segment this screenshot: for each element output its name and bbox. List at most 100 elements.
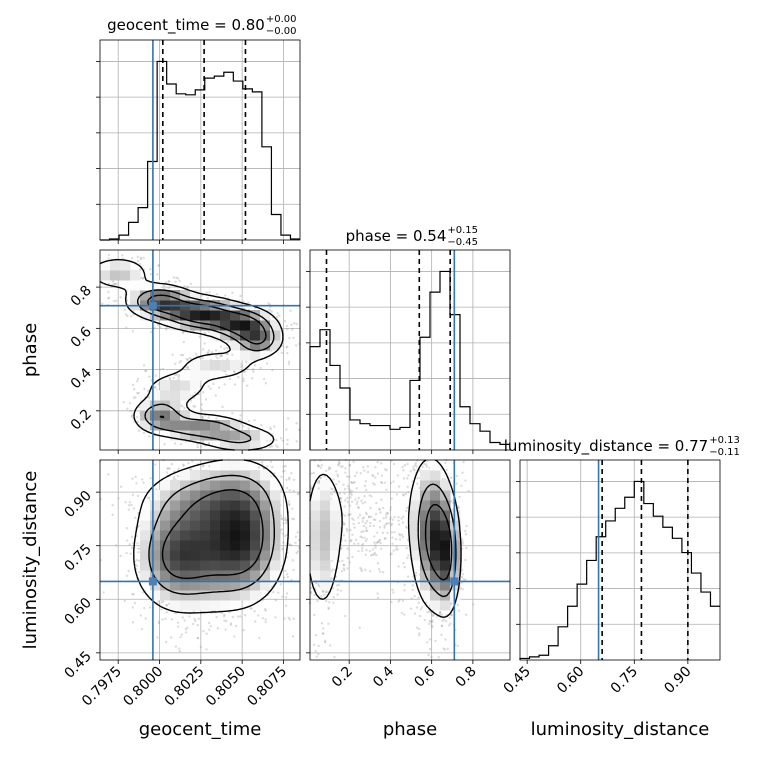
- density-cell: [240, 480, 251, 491]
- sample-point: [426, 641, 429, 644]
- sample-point: [397, 519, 400, 522]
- sample-point: [430, 613, 434, 616]
- sample-point: [400, 517, 403, 520]
- density-cell: [190, 370, 201, 381]
- sample-point: [224, 294, 227, 297]
- density-cell: [210, 420, 221, 431]
- sample-point: [359, 472, 362, 475]
- title-text: geocent_time = 0.80: [107, 16, 265, 35]
- sample-point: [284, 464, 287, 468]
- density-cell: [200, 510, 211, 521]
- sample-point: [136, 377, 140, 381]
- sample-point: [257, 466, 261, 469]
- sample-point: [233, 370, 236, 373]
- sample-point: [242, 379, 245, 383]
- density-cell: [450, 590, 461, 601]
- x-tick-label: 0.8: [453, 664, 480, 691]
- sample-point: [288, 336, 291, 340]
- density-cell: [170, 500, 181, 511]
- sample-point: [201, 416, 204, 419]
- hist-panel-geocent_time: [96, 39, 301, 244]
- x-tick-label: 0.4: [370, 663, 397, 690]
- sample-point: [269, 426, 272, 429]
- density-cell: [320, 530, 331, 541]
- sample-point: [361, 542, 365, 546]
- density-cell: [320, 490, 331, 501]
- sample-point: [208, 628, 211, 631]
- density-cell: [170, 550, 181, 561]
- sample-point: [198, 335, 201, 338]
- sample-point: [389, 506, 393, 509]
- sample-point: [200, 384, 203, 388]
- sample-point: [288, 502, 291, 506]
- sample-point: [111, 504, 114, 507]
- sample-point: [369, 515, 373, 519]
- sample-point: [342, 483, 345, 486]
- sample-point: [202, 391, 205, 394]
- sample-point: [415, 606, 419, 609]
- sample-point: [262, 377, 266, 381]
- sample-point: [323, 593, 326, 597]
- sample-point: [137, 547, 140, 550]
- density-cell: [310, 560, 321, 571]
- panel-frame: [99, 249, 301, 451]
- sample-point: [270, 310, 273, 313]
- hist-luminosity_distance-frame: [519, 459, 721, 661]
- contour-line: [137, 289, 275, 444]
- sample-point: [379, 541, 382, 545]
- density-cell: [430, 550, 441, 561]
- sample-point: [159, 326, 162, 329]
- sample-point: [231, 353, 234, 357]
- sample-point: [376, 540, 379, 544]
- sample-point: [393, 515, 396, 519]
- density-cell: [440, 530, 451, 541]
- sample-point: [172, 276, 176, 279]
- sample-point: [357, 549, 360, 553]
- sample-point: [216, 627, 220, 630]
- sample-point: [375, 553, 378, 557]
- sample-point: [450, 476, 453, 480]
- sample-point: [461, 587, 464, 591]
- sample-point: [375, 501, 378, 505]
- sample-point: [210, 350, 214, 354]
- y-tick-label: 0.45: [61, 648, 94, 681]
- sample-point: [225, 353, 228, 356]
- density-cell: [440, 560, 451, 571]
- sample-point: [337, 480, 341, 483]
- sample-point: [363, 536, 366, 539]
- sample-point: [369, 506, 372, 510]
- sample-point: [200, 403, 203, 406]
- sample-point: [361, 520, 364, 523]
- sample-point: [330, 577, 334, 580]
- sample-point: [292, 568, 295, 572]
- sample-point: [137, 391, 140, 395]
- density-cell: [220, 530, 231, 541]
- sample-point: [373, 535, 376, 538]
- sample-point: [398, 598, 401, 602]
- density-cell: [250, 590, 261, 601]
- sample-point: [385, 488, 388, 491]
- title-phase: phase = 0.54 +0.15−0.45: [346, 225, 478, 248]
- sample-point: [129, 552, 132, 555]
- density-cell: [180, 410, 191, 421]
- sample-point: [142, 481, 145, 484]
- sample-point: [465, 546, 468, 550]
- sample-point: [123, 599, 126, 603]
- sample-point: [126, 407, 129, 411]
- sample-point: [135, 482, 138, 485]
- density-cell: [140, 310, 151, 321]
- sample-point: [149, 477, 152, 480]
- sample-point: [173, 442, 177, 445]
- sample-point: [332, 478, 335, 481]
- sample-point: [384, 468, 387, 471]
- sample-point: [134, 396, 137, 399]
- density-cell: [150, 500, 161, 511]
- sample-point: [346, 500, 349, 504]
- sample-point: [440, 613, 444, 617]
- truth-marker: [450, 577, 459, 586]
- sample-point: [126, 314, 129, 318]
- sample-point: [288, 543, 292, 547]
- sample-point: [216, 356, 219, 360]
- density-cell: [190, 530, 201, 541]
- sample-point: [421, 465, 424, 469]
